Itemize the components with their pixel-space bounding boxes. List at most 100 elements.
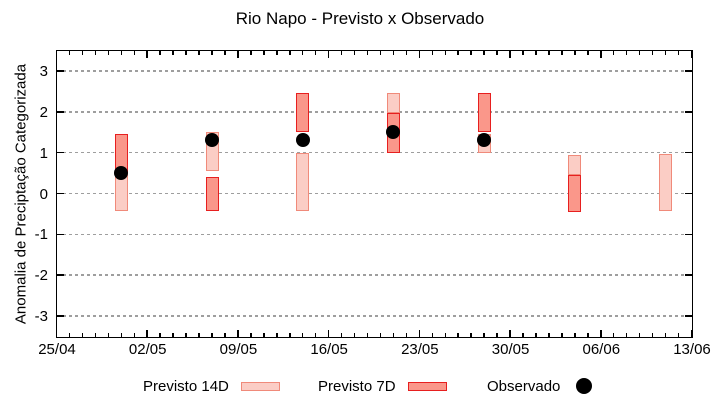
x-major-tick — [600, 50, 602, 58]
y-tick-label: 0 — [39, 185, 48, 203]
x-major-tick — [146, 50, 148, 58]
x-minor-tick — [677, 332, 680, 337]
y-tick — [684, 111, 692, 113]
x-minor-tick — [587, 50, 589, 55]
x-minor-tick — [483, 50, 485, 55]
y-tick — [684, 315, 692, 317]
x-minor-tick — [379, 50, 382, 55]
x-minor-tick — [211, 332, 213, 337]
x-major-tick — [690, 50, 693, 58]
x-major-tick — [237, 50, 239, 58]
y-tick-label: -2 — [34, 267, 48, 285]
x-minor-tick — [574, 332, 576, 337]
x-minor-tick — [224, 332, 226, 337]
x-minor-tick — [224, 50, 226, 55]
x-minor-tick — [625, 332, 628, 337]
x-minor-tick — [133, 50, 135, 55]
legend-item-previsto-7d: Previsto 7D — [318, 377, 447, 395]
x-major-tick — [690, 329, 693, 337]
x-minor-tick — [263, 332, 265, 337]
x-minor-tick — [94, 50, 97, 55]
x-major-tick — [327, 50, 330, 58]
x-minor-tick — [68, 332, 71, 337]
x-minor-tick — [198, 50, 200, 55]
x-minor-tick — [133, 332, 135, 337]
gridline — [56, 70, 692, 72]
x-minor-tick — [392, 50, 395, 55]
x-minor-tick — [211, 50, 213, 55]
x-minor-tick — [625, 50, 628, 55]
x-minor-tick — [651, 332, 654, 337]
x-minor-tick — [561, 332, 563, 337]
x-minor-tick — [301, 50, 304, 55]
x-tick-label: 09/05 — [219, 341, 258, 358]
x-minor-tick — [483, 332, 485, 337]
x-major-tick — [509, 50, 511, 58]
x-major-tick — [237, 329, 239, 337]
gridline — [56, 111, 692, 113]
x-tick-label: 23/05 — [401, 341, 439, 358]
y-tick — [56, 233, 64, 236]
x-minor-tick — [522, 332, 524, 337]
x-major-tick — [55, 50, 58, 58]
x-minor-tick — [250, 332, 252, 337]
y-tick — [56, 315, 64, 317]
x-minor-tick — [353, 50, 356, 55]
x-minor-tick — [198, 332, 200, 337]
x-minor-tick — [638, 332, 641, 337]
x-minor-tick — [444, 332, 447, 337]
y-tick-label: 1 — [39, 144, 48, 162]
x-minor-tick — [107, 50, 110, 55]
y-tick — [684, 192, 692, 195]
chart-title: Rio Napo - Previsto x Observado — [235, 9, 485, 28]
x-minor-tick — [379, 332, 382, 337]
x-minor-tick — [276, 332, 278, 337]
y-tick — [684, 274, 692, 276]
legend-item-observado: Observado — [487, 377, 593, 395]
observed-dot — [205, 133, 219, 148]
x-minor-tick — [651, 50, 654, 55]
x-minor-tick — [405, 50, 408, 55]
x-major-tick — [146, 329, 148, 337]
observed-dot — [114, 166, 129, 181]
x-minor-tick — [353, 332, 356, 337]
x-tick-label: 16/05 — [310, 341, 348, 358]
x-minor-tick — [470, 332, 472, 337]
x-minor-tick — [289, 50, 291, 55]
x-minor-tick — [159, 332, 161, 337]
x-minor-tick — [68, 50, 71, 55]
y-tick-label: 3 — [39, 62, 48, 80]
x-minor-tick — [496, 332, 498, 337]
x-tick-label: 13/06 — [673, 341, 711, 358]
x-major-tick — [418, 329, 421, 337]
x-minor-tick — [561, 50, 563, 55]
previsto-7d-bar — [477, 93, 491, 133]
legend-label-observado: Observado — [487, 377, 561, 395]
y-tick — [56, 274, 64, 276]
previsto-7d-swatch — [407, 381, 447, 391]
legend-label-previsto-7d: Previsto 7D — [318, 377, 396, 395]
previsto-14d-bar — [296, 153, 310, 212]
x-minor-tick — [172, 332, 174, 337]
previsto-14d-bar — [659, 154, 673, 212]
x-minor-tick — [340, 332, 343, 337]
x-minor-tick — [612, 50, 615, 55]
previsto-14d-bar — [386, 93, 400, 113]
x-minor-tick — [548, 332, 550, 337]
x-minor-tick — [340, 50, 343, 55]
gridline — [56, 274, 692, 276]
y-tick — [684, 233, 692, 236]
y-tick — [684, 70, 692, 72]
x-minor-tick — [263, 50, 265, 55]
x-minor-tick — [535, 50, 537, 55]
observed-dot — [477, 133, 492, 148]
x-minor-tick — [159, 50, 161, 55]
x-minor-tick — [457, 332, 459, 337]
x-minor-tick — [431, 332, 434, 337]
x-minor-tick — [366, 50, 369, 55]
x-minor-tick — [574, 50, 576, 55]
y-tick-label: 2 — [39, 103, 48, 121]
x-minor-tick — [535, 332, 537, 337]
x-major-tick — [55, 329, 58, 337]
legend-item-previsto-14d: Previsto 14D — [143, 377, 280, 395]
